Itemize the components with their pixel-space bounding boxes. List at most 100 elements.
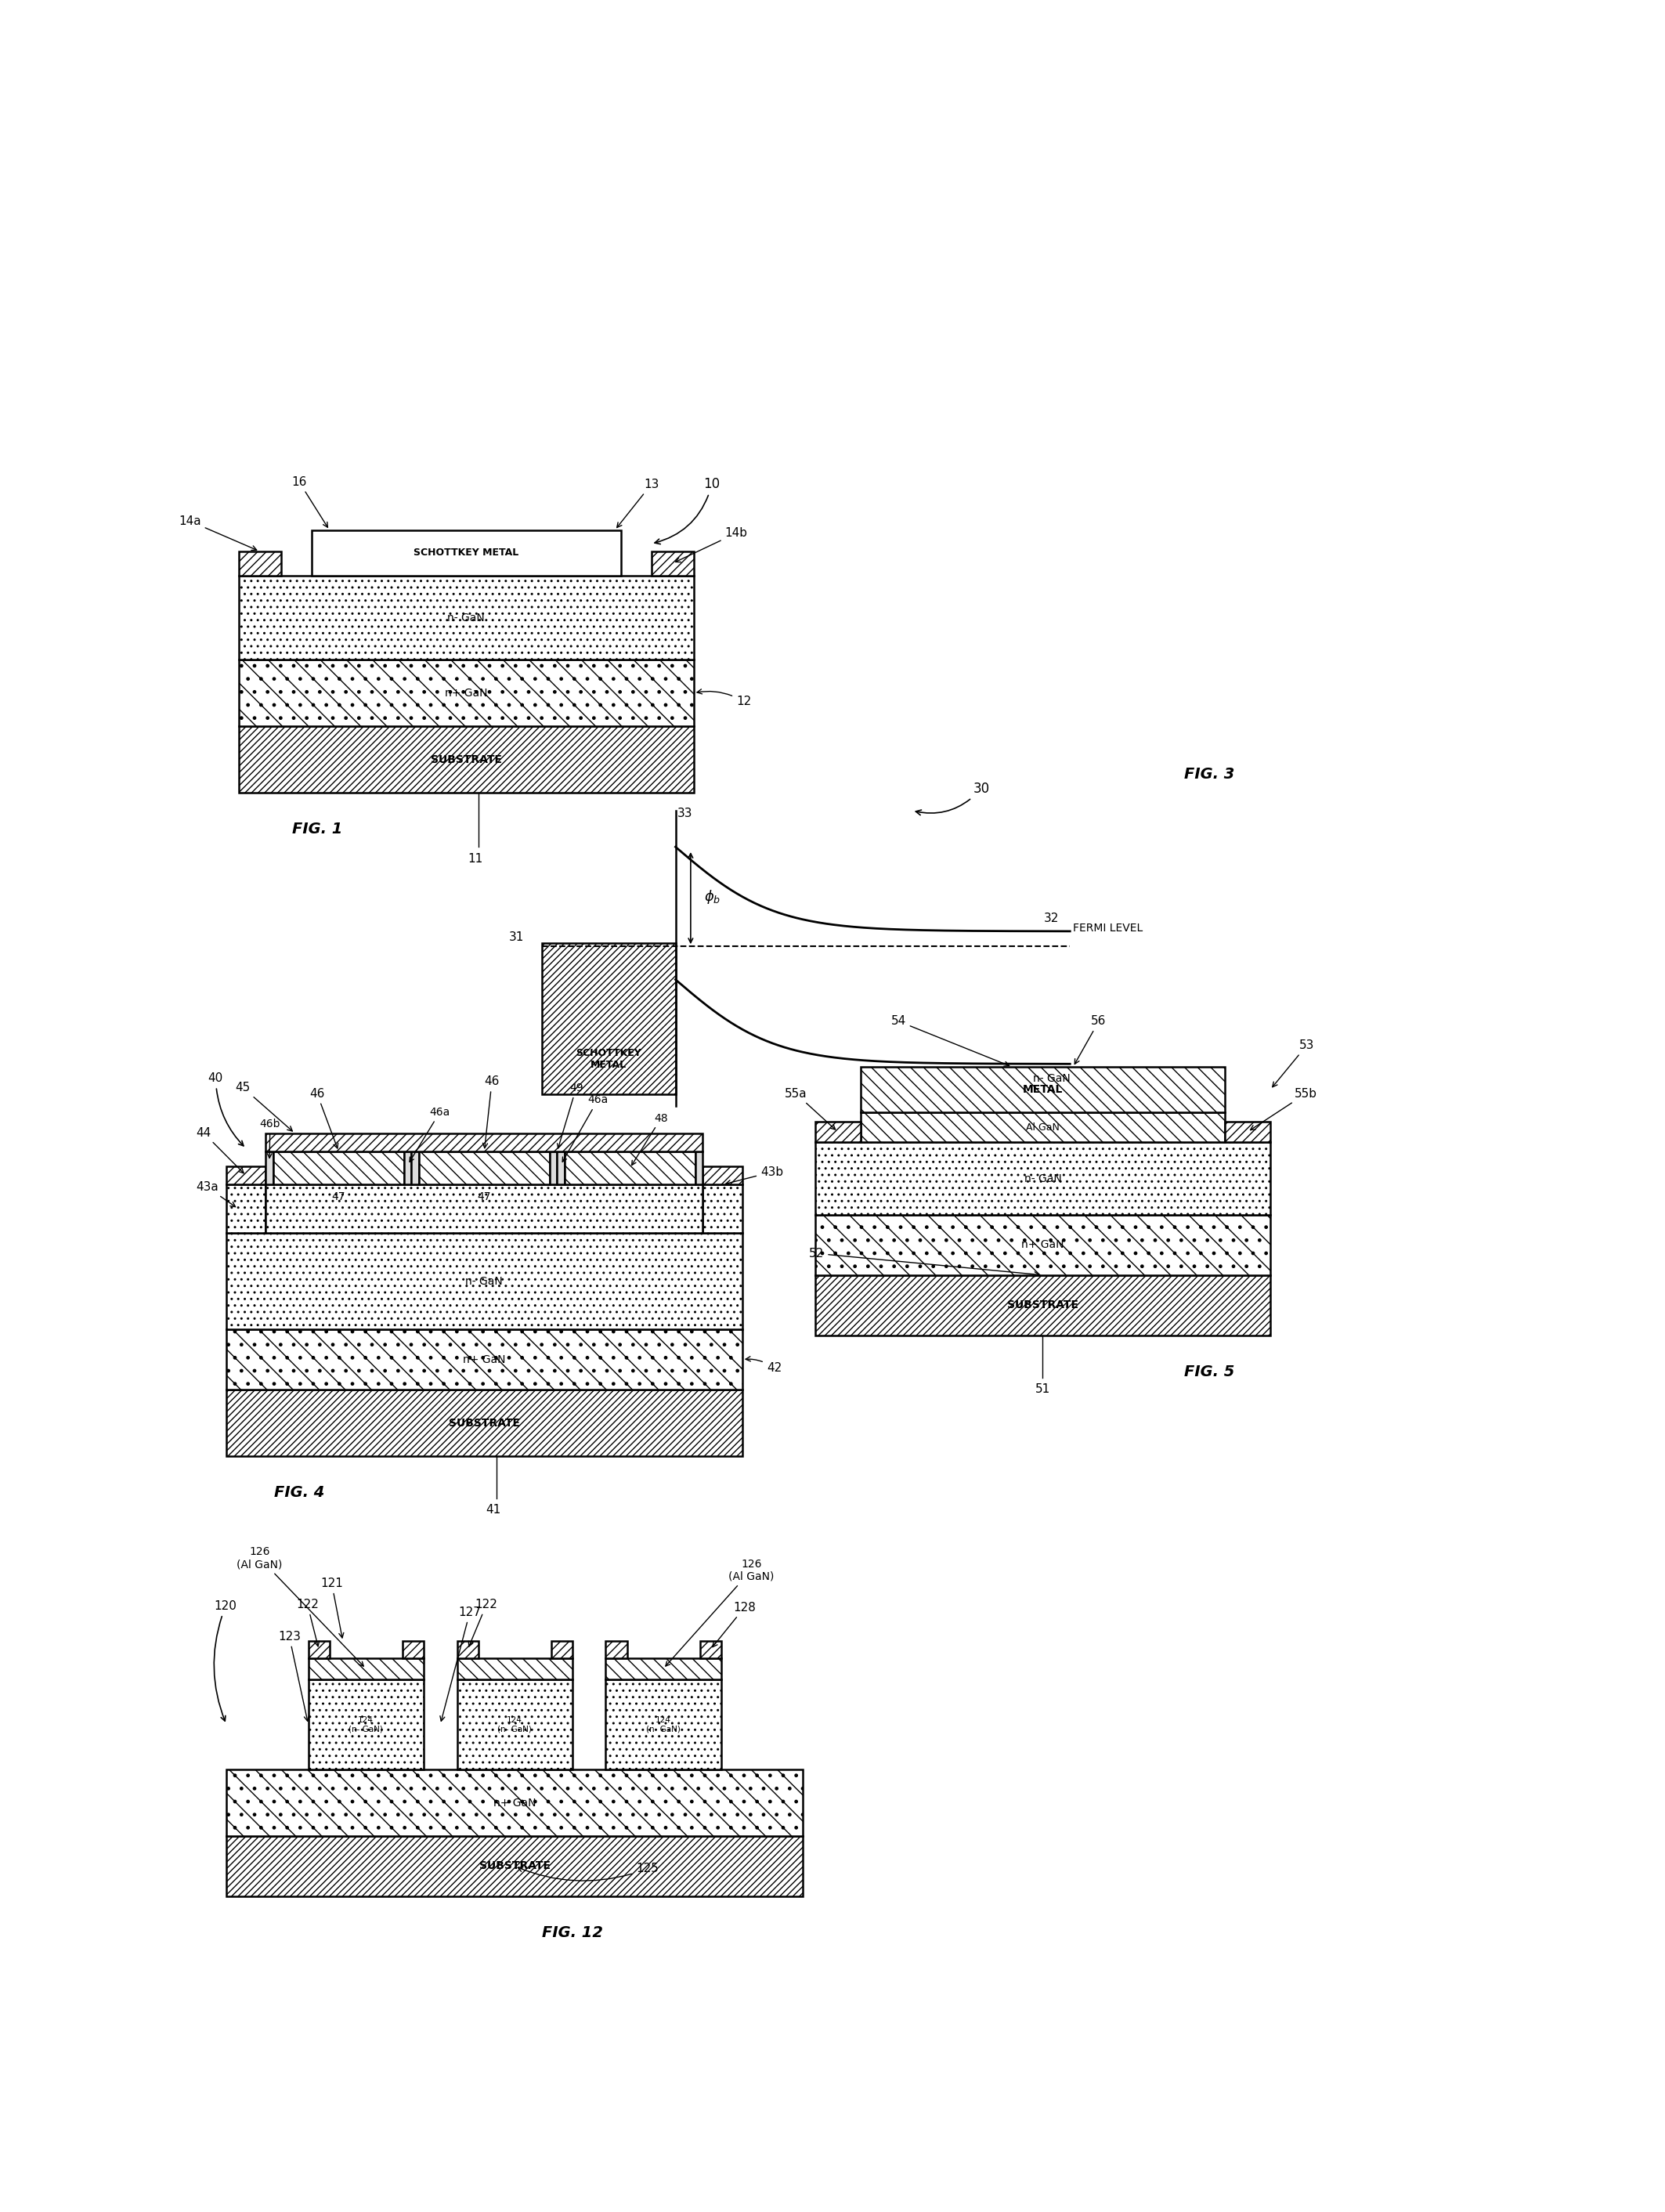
Bar — [266, 1152, 273, 1186]
Text: 11: 11 — [468, 854, 483, 865]
Bar — [273, 1152, 405, 1186]
Text: 55a: 55a — [784, 1088, 836, 1130]
Text: SUBSTRATE: SUBSTRATE — [480, 1860, 549, 1871]
Text: 122: 122 — [468, 1599, 498, 1646]
Bar — [238, 659, 694, 726]
Bar — [308, 1679, 423, 1770]
Text: Al GaN: Al GaN — [1026, 1121, 1059, 1133]
Text: 55b: 55b — [1250, 1088, 1317, 1130]
Bar — [405, 1152, 411, 1186]
Text: 10: 10 — [654, 478, 721, 544]
Bar — [861, 1113, 1225, 1141]
Bar — [816, 1214, 1270, 1274]
Text: n- GaN: n- GaN — [466, 1276, 503, 1287]
Bar — [308, 1659, 423, 1679]
Text: n- GaN: n- GaN — [448, 613, 485, 624]
Text: 46: 46 — [483, 1075, 500, 1148]
Bar — [703, 1186, 743, 1232]
Text: METAL: METAL — [1022, 1084, 1062, 1095]
Text: 121: 121 — [320, 1577, 343, 1637]
Text: 123: 123 — [278, 1630, 310, 1721]
Text: 13: 13 — [618, 478, 659, 526]
Text: 126
(Al GaN): 126 (Al GaN) — [236, 1546, 363, 1666]
Bar — [238, 726, 694, 792]
Text: FIG. 4: FIG. 4 — [275, 1484, 325, 1500]
Text: n+ GaN: n+ GaN — [493, 1798, 536, 1807]
Bar — [549, 1152, 558, 1186]
Bar — [311, 531, 621, 575]
Text: 43a: 43a — [196, 1181, 235, 1208]
Text: FERMI LEVEL: FERMI LEVEL — [1072, 922, 1142, 933]
Bar — [816, 1141, 1270, 1214]
Bar — [606, 1659, 721, 1679]
Bar — [226, 1166, 266, 1186]
Bar — [1225, 1121, 1270, 1141]
Text: 122: 122 — [296, 1599, 320, 1646]
Bar — [226, 1770, 803, 1836]
Text: 124
(n- GaN): 124 (n- GaN) — [646, 1717, 681, 1732]
Text: FIG. 1: FIG. 1 — [291, 821, 343, 836]
Text: 31: 31 — [508, 931, 524, 942]
Text: 46a: 46a — [410, 1106, 450, 1161]
Bar — [418, 1152, 549, 1186]
Bar — [558, 1152, 564, 1186]
Bar — [226, 1389, 743, 1455]
Text: 33: 33 — [678, 807, 693, 818]
Bar — [541, 942, 676, 1095]
Bar — [861, 1066, 1225, 1113]
Text: 46a: 46a — [563, 1095, 608, 1161]
Bar — [703, 1166, 743, 1186]
Text: 128: 128 — [713, 1601, 756, 1648]
Text: 12: 12 — [698, 690, 751, 708]
Text: 14b: 14b — [676, 526, 748, 562]
Text: SUBSTRATE: SUBSTRATE — [1007, 1301, 1079, 1312]
Text: 46b: 46b — [260, 1119, 280, 1159]
Text: 125: 125 — [518, 1863, 659, 1880]
Text: 40: 40 — [208, 1073, 243, 1146]
Text: SCHOTTKEY METAL: SCHOTTKEY METAL — [413, 549, 519, 557]
Text: 30: 30 — [916, 781, 989, 814]
Bar — [606, 1679, 721, 1770]
Bar — [308, 1641, 330, 1659]
Bar — [606, 1641, 628, 1659]
Text: 124
(n- GaN): 124 (n- GaN) — [348, 1717, 383, 1732]
Bar — [456, 1659, 573, 1679]
Text: SUBSTRATE: SUBSTRATE — [431, 754, 501, 765]
Bar — [226, 1232, 743, 1329]
Text: 46: 46 — [310, 1088, 338, 1148]
Bar — [238, 575, 694, 659]
Text: SUBSTRATE: SUBSTRATE — [448, 1418, 519, 1429]
Bar — [403, 1641, 423, 1659]
Text: n+ GaN: n+ GaN — [463, 1354, 506, 1365]
Bar — [699, 1641, 721, 1659]
Text: 42: 42 — [746, 1356, 781, 1374]
Text: 49: 49 — [558, 1082, 583, 1148]
Text: $\phi_b$: $\phi_b$ — [704, 887, 721, 905]
Bar — [226, 1186, 266, 1232]
Text: 47: 47 — [331, 1190, 345, 1201]
Bar — [238, 551, 281, 575]
Bar — [564, 1152, 696, 1186]
Text: 126
(Al GaN): 126 (Al GaN) — [666, 1559, 774, 1666]
Text: 51: 51 — [1036, 1385, 1051, 1396]
Text: 127: 127 — [440, 1606, 481, 1721]
Text: 47: 47 — [478, 1190, 491, 1201]
Text: n+ GaN: n+ GaN — [445, 688, 488, 699]
Bar — [456, 1641, 478, 1659]
Text: FIG. 5: FIG. 5 — [1184, 1365, 1235, 1378]
Bar — [226, 1329, 743, 1389]
Text: 54: 54 — [891, 1015, 1009, 1066]
Text: 14a: 14a — [178, 515, 256, 551]
Text: 48: 48 — [631, 1113, 668, 1166]
Bar — [551, 1641, 573, 1659]
Text: 45: 45 — [235, 1082, 293, 1130]
Text: FIG. 3: FIG. 3 — [1184, 768, 1235, 781]
Bar — [266, 1186, 703, 1232]
Text: 44: 44 — [196, 1126, 243, 1172]
Text: 120: 120 — [215, 1601, 236, 1721]
Bar — [816, 1274, 1270, 1336]
Text: n- GaN: n- GaN — [1024, 1172, 1061, 1183]
Text: 16: 16 — [291, 476, 328, 526]
Bar — [816, 1121, 861, 1141]
Bar — [456, 1679, 573, 1770]
